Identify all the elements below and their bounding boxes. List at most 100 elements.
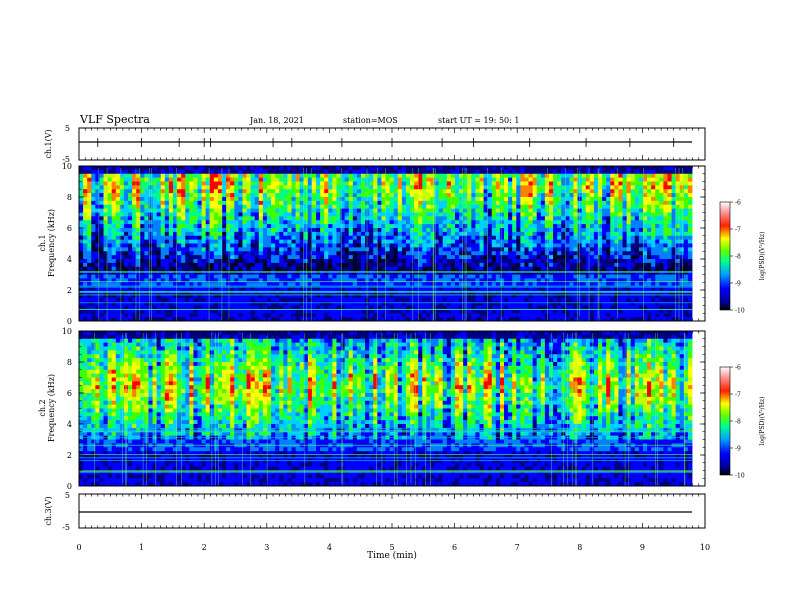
spectrogram-cell (340, 177, 346, 182)
spectrogram-cell (393, 255, 399, 260)
spectrogram-cell (132, 216, 137, 221)
spectrogram-cell (140, 185, 145, 190)
spectrogram-cell (450, 208, 456, 213)
spectrogram-cell (148, 177, 153, 182)
spectrogram-cell (299, 212, 305, 217)
spectrogram-cell (618, 193, 623, 198)
spectrogram-cell (275, 181, 280, 186)
spectrogram-cell (172, 197, 178, 202)
spectrogram-cell (532, 177, 538, 182)
spectrogram-cell (405, 212, 411, 217)
spectrogram-cell (483, 231, 489, 237)
spectrogram-cell (311, 243, 317, 248)
spectrogram-cell (524, 274, 529, 279)
spectrogram-cell (589, 200, 595, 206)
spectrogram-cell (369, 200, 374, 206)
spectrogram-cell (634, 274, 640, 279)
spectrogram-cell (230, 231, 235, 237)
spectrogram-cell (348, 193, 354, 198)
spectrogram-cell (352, 200, 358, 206)
spectrogram-cell (557, 220, 562, 225)
spectrogram-cell (548, 208, 554, 213)
spectrogram-cell (185, 224, 190, 229)
spectrogram-cell (242, 185, 247, 190)
spectrogram-cell (222, 200, 227, 206)
spectrogram-cell (520, 220, 525, 225)
spectrogram-cell (107, 181, 113, 186)
spectrogram-cell (679, 251, 685, 256)
spectrogram-cell (626, 208, 632, 213)
spectrogram-cell (103, 274, 109, 279)
spectrogram-cell (422, 262, 427, 268)
spectrogram-cell (544, 251, 550, 256)
spectrogram-cell (589, 262, 595, 268)
spectrogram-cell (332, 185, 337, 190)
spectrogram-cell (295, 255, 301, 260)
spectrogram-cell (205, 193, 211, 198)
spectrogram-cell (328, 204, 333, 210)
spectrogram-cell (295, 216, 301, 221)
spectrogram-cell (577, 231, 583, 237)
spectrogram-cell (262, 247, 268, 252)
spectrogram-cell (373, 185, 378, 190)
spectrogram-cell (128, 212, 133, 217)
spectrogram-cell (181, 185, 186, 190)
spectrogram-cell (266, 177, 272, 182)
spectrogram-cell (164, 266, 170, 272)
spectrogram-cell (230, 185, 235, 190)
spectrogram-cell (438, 274, 444, 279)
spectrogram-cell (340, 197, 346, 202)
spectrogram-cell (606, 255, 611, 260)
spectrogram-cell (160, 204, 166, 210)
spectrogram-cell (352, 231, 358, 237)
spectrogram-cell (107, 255, 113, 260)
spectrogram-cell (483, 224, 489, 229)
spectrogram-cell (107, 293, 113, 299)
spectrogram-cell (209, 278, 215, 283)
spectrogram-cell (385, 266, 390, 272)
spectrogram-cell (303, 282, 309, 287)
spectrogram-cell (177, 282, 182, 287)
spectrogram-cell (209, 173, 215, 179)
spectrogram-cell (291, 212, 296, 217)
spectrogram-cell (479, 266, 484, 272)
spectrogram-cell (426, 286, 431, 291)
spectrogram-cell (328, 224, 333, 229)
spectrogram-cell (123, 197, 129, 202)
spectrogram-cell (369, 189, 374, 194)
spectrogram-cell (393, 270, 399, 275)
spectrogram-cell (295, 243, 301, 248)
spectrogram-cell (438, 278, 444, 283)
spectrogram-cell (189, 189, 194, 194)
spectrogram-cell (369, 173, 374, 179)
spectrogram-cell (434, 193, 440, 198)
spectrogram-cell (307, 173, 313, 179)
spectrogram-cell (430, 266, 435, 272)
spectrogram-cell (123, 231, 129, 237)
spectrogram-cell (128, 278, 133, 283)
spectrogram-cell (442, 216, 448, 221)
spectrogram-cell (91, 173, 96, 179)
spectrogram-cell (385, 262, 390, 268)
spectrogram-cell (316, 262, 321, 268)
spectrogram-cell (512, 262, 517, 268)
spectrogram-cell (536, 255, 542, 260)
spectrogram-cell (659, 166, 664, 171)
spectrogram-cell (479, 189, 484, 194)
spectrogram-cell (418, 239, 423, 244)
spectrogram-cell (504, 189, 509, 194)
spectrogram-cell (119, 259, 125, 264)
spectrogram-cell (528, 270, 534, 275)
spectrogram-cell (328, 262, 333, 268)
spectrogram-cell (234, 181, 239, 186)
spectrogram-cell (585, 270, 591, 275)
spectrogram-cell (651, 247, 656, 252)
spectrogram-cell (548, 262, 554, 268)
spectrogram-cell (606, 247, 611, 252)
spectrogram-cell (87, 231, 92, 237)
spectrogram-cell (577, 266, 583, 272)
spectrogram-cell (659, 259, 664, 264)
spectrogram-cell (156, 200, 162, 206)
spectrogram-cell (553, 282, 558, 287)
spectrogram-cell (410, 286, 415, 291)
